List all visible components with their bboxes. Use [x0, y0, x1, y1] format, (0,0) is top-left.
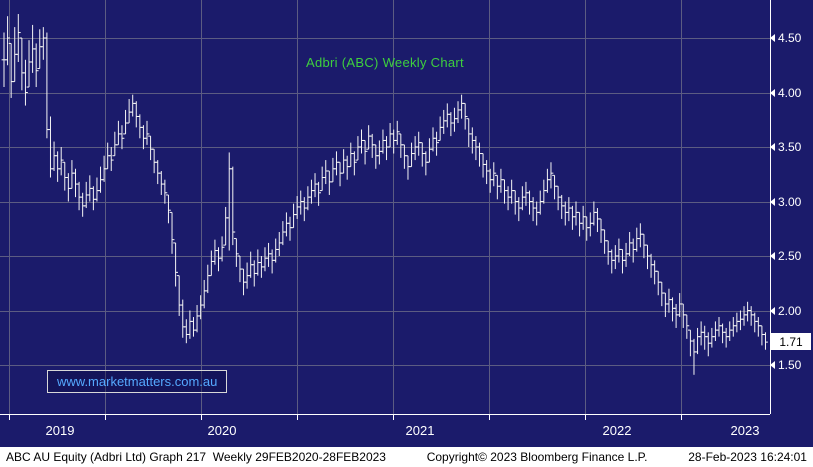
x-axis-year-label: 2021 [405, 423, 435, 438]
axis-tick-arrow-icon [770, 306, 775, 315]
axis-tick-arrow-icon [770, 143, 775, 151]
x-axis: 2019 2020 2021 2022 2023 [0, 423, 770, 443]
axis-tick-arrow-icon [770, 197, 775, 206]
y-axis-label: 2.50 [770, 248, 813, 264]
status-copyright: Copyright© 2023 Bloomberg Finance L.P. [426, 450, 648, 464]
axis-tick-arrow-icon [770, 361, 775, 369]
status-datetime: 28-Feb-2023 16:24:01 [688, 450, 807, 464]
y-axis-label: 4.50 [770, 30, 813, 46]
y-axis-label: 3.50 [770, 139, 813, 155]
chart-title: Adbri (ABC) Weekly Chart [306, 55, 464, 70]
x-axis-year-label: 2019 [45, 423, 75, 438]
status-bar: ABC AU Equity (Adbri Ltd) Graph 217 Week… [0, 447, 813, 467]
x-axis-year-label: 2023 [730, 423, 760, 438]
status-security-info: ABC AU Equity (Adbri Ltd) Graph 217 Week… [6, 450, 386, 464]
axis-tick-arrow-icon [770, 34, 775, 42]
y-axis-label: 3.00 [770, 194, 813, 210]
axis-tick-arrow-icon [770, 252, 775, 260]
y-axis-label: 2.00 [770, 303, 813, 319]
y-axis-label: 1.50 [770, 357, 813, 373]
price-chart-canvas[interactable] [0, 0, 772, 446]
y-axis: 4.50 4.00 3.50 3.00 2.50 2.00 1.50 [770, 0, 813, 446]
x-axis-year-label: 2020 [207, 423, 237, 438]
last-price-tag: 1.71 [771, 333, 811, 351]
axis-tick-arrow-icon [770, 88, 775, 97]
x-axis-year-label: 2022 [602, 423, 632, 438]
y-axis-label: 4.00 [770, 85, 813, 101]
marketmatters-link[interactable]: www.marketmatters.com.au [47, 370, 228, 393]
